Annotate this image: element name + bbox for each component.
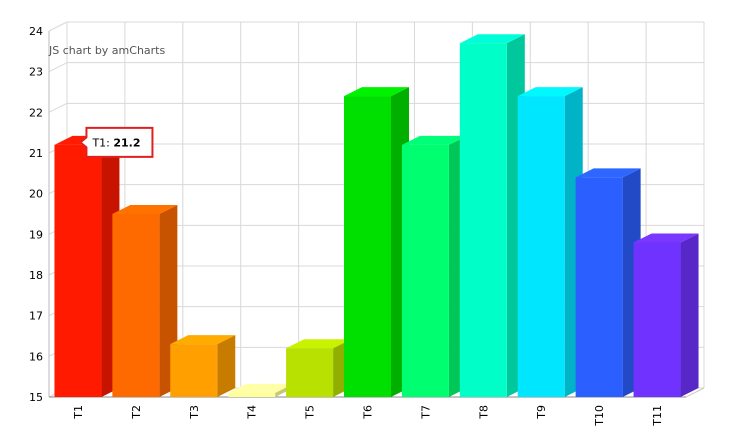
bar-front-face (344, 96, 391, 398)
y-tick-label: 20 (29, 188, 43, 201)
bar-t7[interactable] (401, 135, 467, 397)
bar-front-face (575, 177, 623, 397)
bar-t9[interactable] (517, 87, 583, 398)
x-tick-label: T11 (651, 405, 664, 427)
grid-line-depth (48, 62, 68, 73)
bar-front-face (459, 43, 507, 397)
bar-side-face (217, 335, 236, 397)
bar-top-face (286, 339, 352, 349)
bar-front-face (54, 144, 102, 397)
x-tick-label: T3 (188, 405, 201, 420)
bar-side-face (680, 233, 699, 397)
bar-front-face (517, 96, 565, 398)
bar-front-face (633, 242, 681, 397)
bars (54, 34, 699, 398)
y-tick-label: 24 (29, 25, 43, 38)
bar-top-face (228, 383, 294, 393)
bar-top-face (517, 87, 583, 97)
y-tick-label: 15 (29, 391, 43, 404)
bar-front-face (228, 392, 276, 397)
x-tick-label: T4 (246, 405, 259, 420)
x-axis-tick-labels: T1 T2 T3 T4 T5 T6 T7 T8 T9 T10 T11 (72, 405, 664, 427)
tooltip-value: 21.2 (113, 136, 140, 149)
credit-label[interactable]: JS chart by amCharts (48, 44, 165, 57)
tooltip-text: T1: 21.2 (91, 136, 140, 149)
bar-top-face (112, 205, 178, 214)
grid-line-depth (48, 102, 68, 113)
y-tick-label: 21 (29, 147, 43, 160)
y-axis-tick-labels: 15 16 17 18 19 20 21 22 23 24 (29, 25, 43, 404)
bar-t11[interactable] (633, 233, 699, 397)
tooltip-category: T1: (91, 136, 113, 149)
bar-t4[interactable] (228, 383, 294, 397)
x-tick-label: T7 (419, 405, 432, 420)
y-tick-label: 23 (29, 66, 43, 79)
x-tick-label: T1 (72, 405, 85, 420)
floor-edge (685, 387, 705, 398)
bar-top-face (575, 168, 641, 178)
bar-front-face (401, 144, 449, 397)
bar-t1[interactable] (54, 135, 120, 397)
bar-t10[interactable] (575, 168, 641, 397)
bar-t6[interactable] (344, 87, 409, 398)
y-tick-label: 18 (29, 269, 43, 282)
bar-t3[interactable] (170, 335, 236, 397)
bar-top-face (459, 34, 525, 44)
bar-front-face (170, 344, 218, 397)
x-tick-label: T10 (593, 405, 606, 427)
x-tick-label: T2 (130, 405, 143, 420)
bar-top-face (170, 335, 236, 345)
bar-top-face (633, 233, 699, 243)
y-tick-label: 22 (29, 106, 43, 119)
bar-top-face (344, 87, 409, 97)
x-tick-label: T6 (362, 405, 375, 420)
y-tick-label: 19 (29, 228, 43, 241)
tooltip: T1: 21.2 (78, 126, 154, 158)
x-tick-label: T8 (477, 405, 490, 420)
x-tick-label: T9 (535, 405, 548, 420)
tooltip-box (78, 126, 154, 158)
bar-t8[interactable] (459, 34, 525, 397)
grid-line-depth (48, 21, 68, 32)
bar-t5[interactable] (286, 339, 352, 397)
bar-front-face (112, 214, 160, 397)
bar-top-face (401, 135, 467, 145)
bar-t2[interactable] (112, 205, 178, 397)
y-tick-label: 17 (29, 310, 43, 323)
x-tick-label: T5 (304, 405, 317, 420)
y-tick-label: 16 (29, 350, 43, 363)
bar-front-face (286, 348, 334, 397)
